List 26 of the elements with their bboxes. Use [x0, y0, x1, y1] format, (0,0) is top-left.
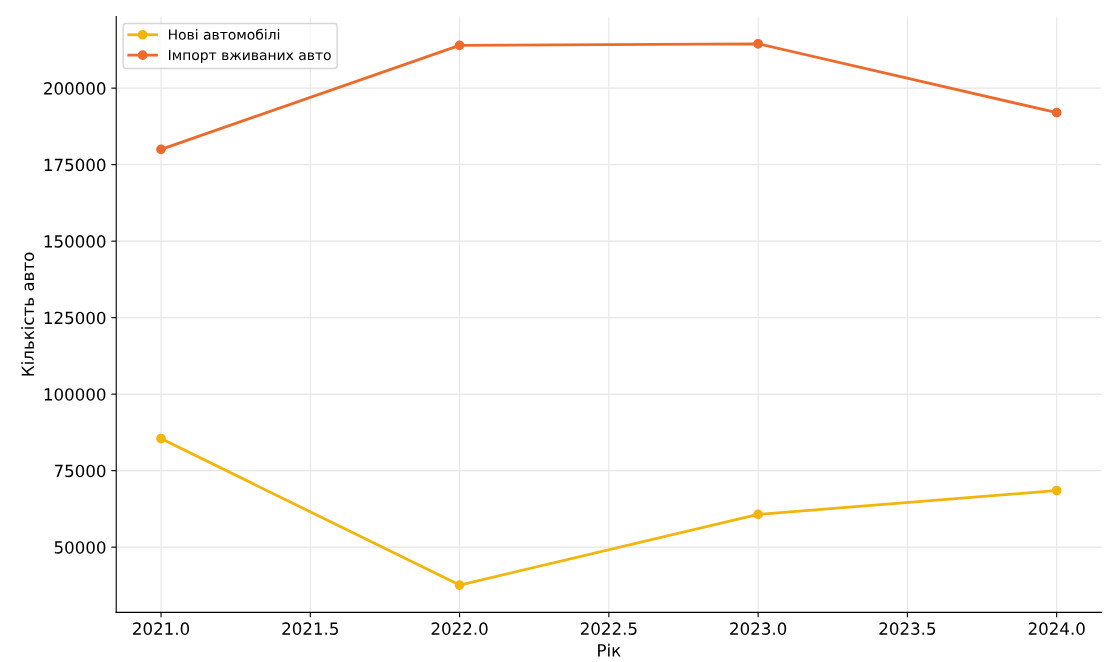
x-axis-title: Рік: [598, 643, 621, 657]
legend-label: Нові автомобілі: [168, 28, 280, 40]
x-tick-label: 2022.0: [431, 622, 488, 635]
y-tick-label: 150000: [44, 235, 106, 248]
x-tick-label: 2023.0: [730, 622, 787, 635]
legend-label: Імпорт вживаних авто: [168, 49, 331, 63]
y-tick-label: 200000: [44, 82, 106, 95]
y-tick-label: 100000: [44, 388, 106, 401]
y-tick-label: 50000: [54, 541, 106, 554]
x-tick-label: 2021.0: [133, 622, 190, 635]
point: [156, 433, 166, 444]
point: [753, 38, 763, 49]
x-tick-label: 2021.5: [282, 622, 338, 635]
point: [454, 40, 465, 51]
y-axis-title: Кількість авто: [21, 252, 35, 376]
point: [156, 144, 166, 155]
y-tick-label: 75000: [54, 464, 106, 478]
x-tick-label: 2024.0: [1028, 622, 1085, 635]
point: [454, 580, 465, 590]
x-tick-label: 2022.5: [580, 622, 637, 635]
point: [1051, 485, 1062, 496]
point: [1051, 107, 1062, 118]
y-tick-label: 125000: [44, 311, 106, 325]
point: [753, 509, 763, 520]
x-tick-label: 2023.5: [879, 622, 936, 635]
y-tick-label: 175000: [44, 158, 106, 172]
